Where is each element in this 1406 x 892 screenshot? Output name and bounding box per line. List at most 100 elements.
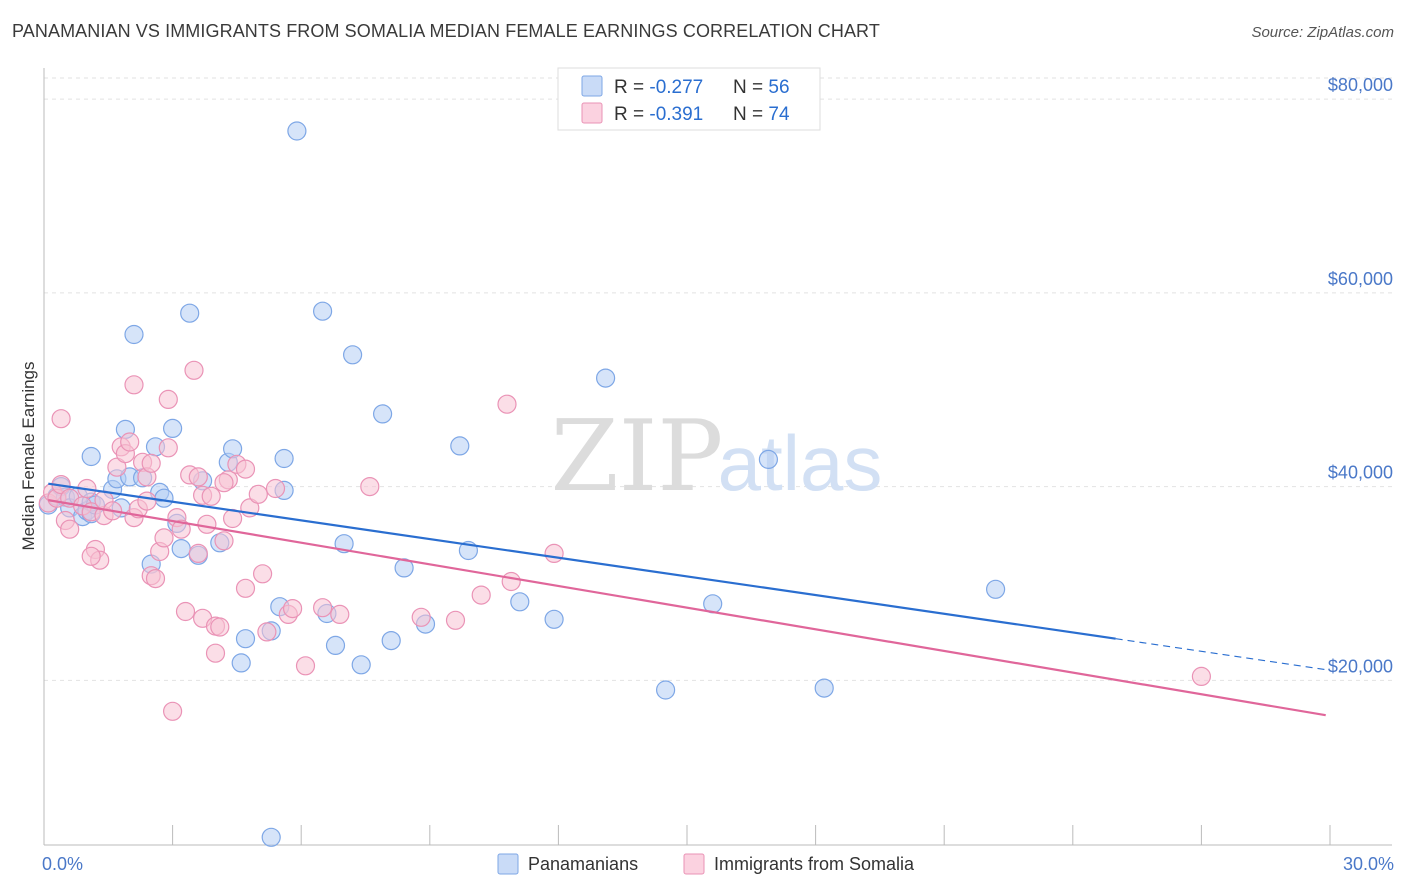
point-somalia-31: [154, 528, 174, 548]
point-somalia-49: [214, 531, 234, 551]
point-somalia-62: [295, 656, 316, 676]
trend-line-panamanians: [48, 482, 1116, 640]
svg-text:N = 56: N = 56: [733, 77, 790, 98]
point-panamanians-17: [124, 324, 144, 345]
series-legend: Panamanians Immigrants from Somalia: [497, 853, 915, 875]
point-somalia-29: [145, 568, 166, 589]
point-somalia-34: [163, 701, 183, 721]
point-panamanians-33: [235, 629, 256, 649]
point-somalia-53: [235, 459, 256, 479]
point-somalia-58: [257, 622, 277, 642]
y-tick-label-2: $60,000: [1328, 269, 1393, 289]
point-panamanians-59: [261, 827, 281, 847]
point-somalia-26: [137, 491, 157, 511]
point-somalia-6: [60, 519, 80, 539]
point-panamanians-11: [81, 446, 101, 467]
legend-n-label-2: N =: [733, 104, 768, 125]
point-panamanians-32: [231, 653, 251, 673]
trend-lines: [48, 482, 1326, 717]
y-tick-label-1: $40,000: [1328, 463, 1393, 483]
point-somalia-68: [471, 585, 491, 605]
point-somalia-61: [283, 598, 303, 619]
stats-legend: R = -0.277 N = 56 R = -0.391 N = 74: [557, 67, 821, 131]
point-somalia-64: [330, 604, 350, 625]
point-somalia-45: [201, 486, 221, 506]
legend-swatch-blue: [581, 75, 603, 97]
point-somalia-39: [184, 360, 204, 380]
legend-n-label-1: N =: [733, 77, 768, 98]
point-somalia-70: [501, 571, 521, 592]
point-panamanians-25: [171, 538, 191, 559]
point-panamanians-23: [163, 418, 183, 438]
point-somalia-66: [411, 607, 431, 627]
legend-r-label-2: R =: [614, 104, 649, 125]
point-somalia-47: [205, 643, 226, 663]
watermark: ZIP atlas: [551, 400, 883, 514]
point-somalia-36: [171, 519, 191, 539]
svg-text:N = 74: N = 74: [733, 104, 790, 125]
legend-swatch-pink: [581, 102, 603, 124]
bottom-legend-somalia: Immigrants from Somalia: [714, 854, 915, 874]
point-panamanians-41: [325, 635, 346, 656]
point-panamanians-46: [381, 630, 401, 651]
bottom-legend-panamanians: Panamanians: [528, 854, 638, 874]
x-tick-label-max: 30.0%: [1343, 854, 1394, 874]
legend-n-value-1: 56: [768, 77, 789, 98]
point-panamanians-53: [595, 368, 616, 388]
point-somalia-33: [158, 389, 178, 409]
source-label: Source: ZipAtlas.com: [1251, 24, 1394, 41]
point-somalia-41: [188, 467, 208, 487]
point-panamanians-44: [351, 655, 371, 675]
legend-r-label-1: R =: [614, 77, 649, 98]
y-tick-labels: $20,000 $40,000 $60,000 $80,000: [1328, 75, 1393, 676]
point-somalia-44: [197, 514, 217, 534]
point-somalia-48: [210, 617, 230, 637]
legend-r-value-2: -0.391: [649, 104, 703, 125]
trend-line-somalia: [48, 499, 1326, 717]
svg-text:R = -0.277: R = -0.277: [614, 77, 703, 98]
point-panamanians-43: [343, 345, 363, 365]
point-somalia-63: [313, 598, 333, 618]
point-somalia-56: [248, 484, 268, 504]
point-panamanians-37: [274, 448, 294, 469]
point-somalia-54: [235, 578, 256, 598]
trend-line-panamanians-extension: [1115, 638, 1326, 671]
point-somalia-72: [1191, 666, 1212, 687]
bottom-legend-swatch-pink: [683, 853, 705, 875]
point-panamanians-54: [655, 680, 676, 700]
point-panamanians-38: [287, 121, 307, 141]
legend-r-value-1: -0.277: [649, 77, 703, 98]
watermark-zip: ZIP: [551, 400, 724, 514]
point-somalia-17: [107, 457, 127, 477]
watermark-atlas: atlas: [718, 419, 883, 507]
y-tick-label-3: $80,000: [1328, 75, 1393, 95]
point-panamanians-56: [758, 449, 779, 469]
point-somalia-59: [265, 478, 286, 499]
point-somalia-22: [124, 375, 144, 395]
point-somalia-71: [544, 543, 564, 564]
point-panamanians-58: [985, 579, 1006, 599]
point-panamanians-26: [180, 303, 200, 323]
legend-n-value-2: 74: [768, 104, 790, 125]
point-panamanians-39: [313, 301, 333, 321]
point-somalia-32: [158, 438, 178, 458]
point-somalia-37: [175, 601, 196, 622]
point-somalia-7: [51, 409, 71, 429]
bottom-legend-swatch-blue: [497, 853, 519, 875]
point-somalia-27: [141, 453, 161, 473]
point-panamanians-22: [154, 488, 174, 508]
point-somalia-20: [120, 432, 140, 452]
point-panamanians-52: [544, 609, 564, 629]
y-tick-label-0: $20,000: [1328, 656, 1393, 676]
point-somalia-73: [214, 473, 234, 493]
point-panamanians-47: [394, 558, 414, 578]
point-somalia-69: [497, 394, 517, 414]
point-somalia-57: [253, 564, 273, 584]
x-tick-label-min: 0.0%: [42, 854, 83, 874]
point-somalia-40: [188, 543, 208, 564]
svg-text:R = -0.391: R = -0.391: [614, 104, 703, 125]
point-panamanians-45: [373, 404, 393, 424]
point-panamanians-51: [510, 592, 530, 612]
point-panamanians-49: [450, 436, 470, 456]
